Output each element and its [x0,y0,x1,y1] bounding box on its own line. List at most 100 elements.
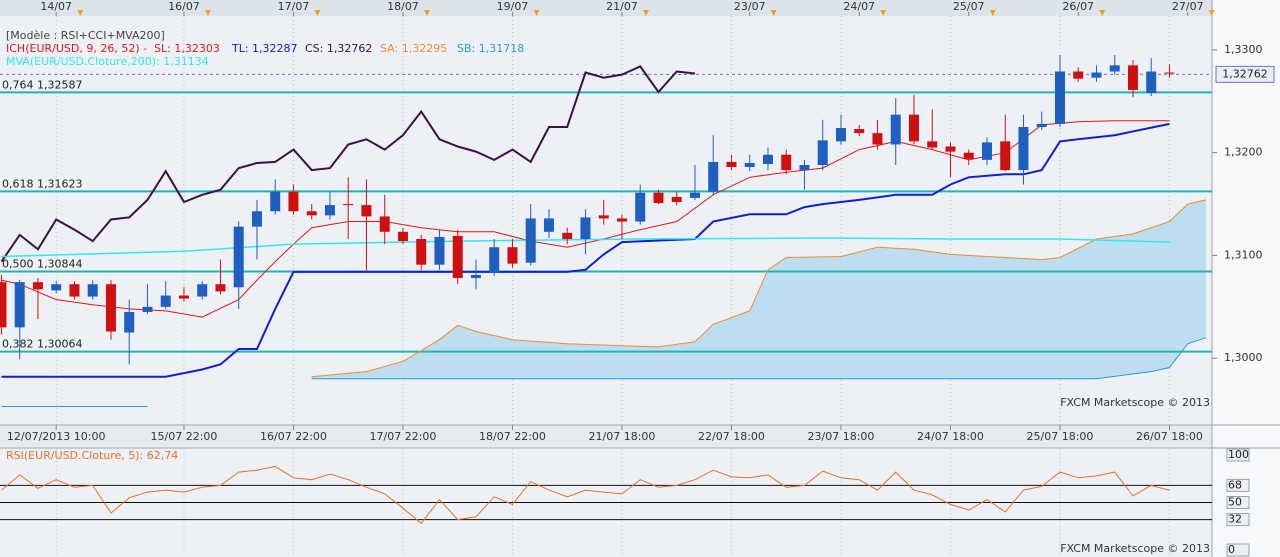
candle-body [635,192,646,222]
candle-body [416,238,427,265]
x-tick-label: 26/07 18:00 [1136,430,1203,443]
legend-entry: SB: 1,31718 [457,42,524,55]
candle-body [927,141,938,148]
y-tick-label: 1,3100 [1224,248,1263,261]
y-tick-label: 1,3300 [1224,43,1263,56]
indicator-line [0,65,696,263]
date-strip [0,425,1212,447]
event-marker [989,10,996,16]
candle-body [1109,65,1120,72]
candle-body [726,161,737,168]
candle-body [288,191,299,212]
candle-body [507,247,518,264]
price-axis [1212,0,1280,557]
candle-body [306,211,317,216]
candle-body [908,114,919,142]
x-tick-label: 16/07 22:00 [260,430,327,443]
chart-title: [Modèle : RSI+CCI+MVA200] [6,29,165,42]
top-tick-label: 23/07 [734,0,766,13]
candle-body [397,231,408,242]
indicator-line [1,237,1170,258]
indicator-line [1,122,1170,378]
y-tick-label: 32 [1228,513,1242,526]
event-marker [423,10,430,16]
candle-body [197,284,208,297]
candle-body [689,192,700,198]
event-marker [1099,10,1106,16]
candle-body [343,204,354,206]
y-tick-label: 100 [1228,448,1249,461]
candle-body [1054,71,1065,124]
top-tick-label: 17/07 [278,0,310,13]
legend-entry: ICH(EUR/USD, 9, 26, 52) - SL: 1,32303 [6,42,220,55]
candle-body [1127,65,1138,90]
fibonacci-label: 0,764 1,32587 [2,78,82,91]
candle-body [379,216,390,232]
legend-entry: SA: 1,32295 [380,42,447,55]
fibonacci-label: 0,618 1,31623 [2,177,82,190]
candle-body [160,295,171,307]
candle-body [14,282,25,328]
candle-body [142,306,153,312]
y-tick-label: 68 [1228,478,1242,491]
y-tick-box [1226,478,1250,492]
x-tick-label: 24/07 18:00 [917,430,984,443]
last-price-box [1215,65,1275,83]
candle-body [1018,126,1029,171]
candle-body [890,114,901,145]
top-tick-label: 26/07 [1062,0,1094,13]
event-marker [204,10,211,16]
event-marker [77,10,84,16]
candle-body [543,218,554,232]
y-tick-label: 1,3200 [1224,146,1263,159]
candle-body [251,211,262,227]
candle-body [616,218,627,222]
candle-body [0,282,7,328]
candle-body [1036,123,1047,127]
candle-body [1091,72,1102,78]
candle-body [124,311,135,333]
candle-body [215,284,226,292]
y-tick-box [1226,543,1250,557]
chart-title: RSI(EUR/USD.Cloture, 5): 62,74 [6,449,178,462]
rsi-line [1,465,1170,525]
candle-body [762,154,773,164]
x-tick-label: 18/07 22:00 [479,430,546,443]
top-date-strip [0,0,1212,16]
top-tick-label: 24/07 [843,0,875,13]
candle-body [1073,71,1084,79]
candle-body [105,284,116,332]
top-tick-label: 21/07 [606,0,638,13]
candle-body [562,232,573,239]
top-tick-label: 16/07 [168,0,200,13]
fibonacci-label: 0,382 1,30064 [2,338,82,351]
candle-body [580,217,591,239]
candle-body [799,165,810,171]
candle-body [525,218,536,263]
event-marker [642,10,649,16]
candle-body [470,274,481,279]
legend-entry: MVA(EUR/USD.Cloture,200): 1,31134 [6,55,209,68]
top-tick-label: 19/07 [497,0,529,13]
event-marker [1208,10,1215,16]
overlay: 12/07/2013 10:00 15/07 22:00 16/07 22:00 17… [6,0,1275,557]
fibonacci-label: 0,500 1,30844 [2,257,82,270]
candle-body [233,226,244,288]
candle-body [489,247,500,273]
candle-body [653,192,664,204]
candle-body [598,215,609,219]
x-tick-label: 17/07 22:00 [370,430,437,443]
watermark: FXCM Marketscope © 2013 [1060,396,1210,409]
candle-body [744,162,755,168]
candle-body [872,133,883,145]
candle-body [945,146,956,152]
candle-body [452,235,463,279]
ichimoku-cloud [311,199,1206,379]
candle-body [671,196,682,203]
x-tick-label: 12/07/2013 10:00 [7,430,106,443]
candle-body [817,140,828,166]
candle-body [51,284,62,291]
rsi-panel [0,449,1212,557]
candle-body [270,191,281,212]
